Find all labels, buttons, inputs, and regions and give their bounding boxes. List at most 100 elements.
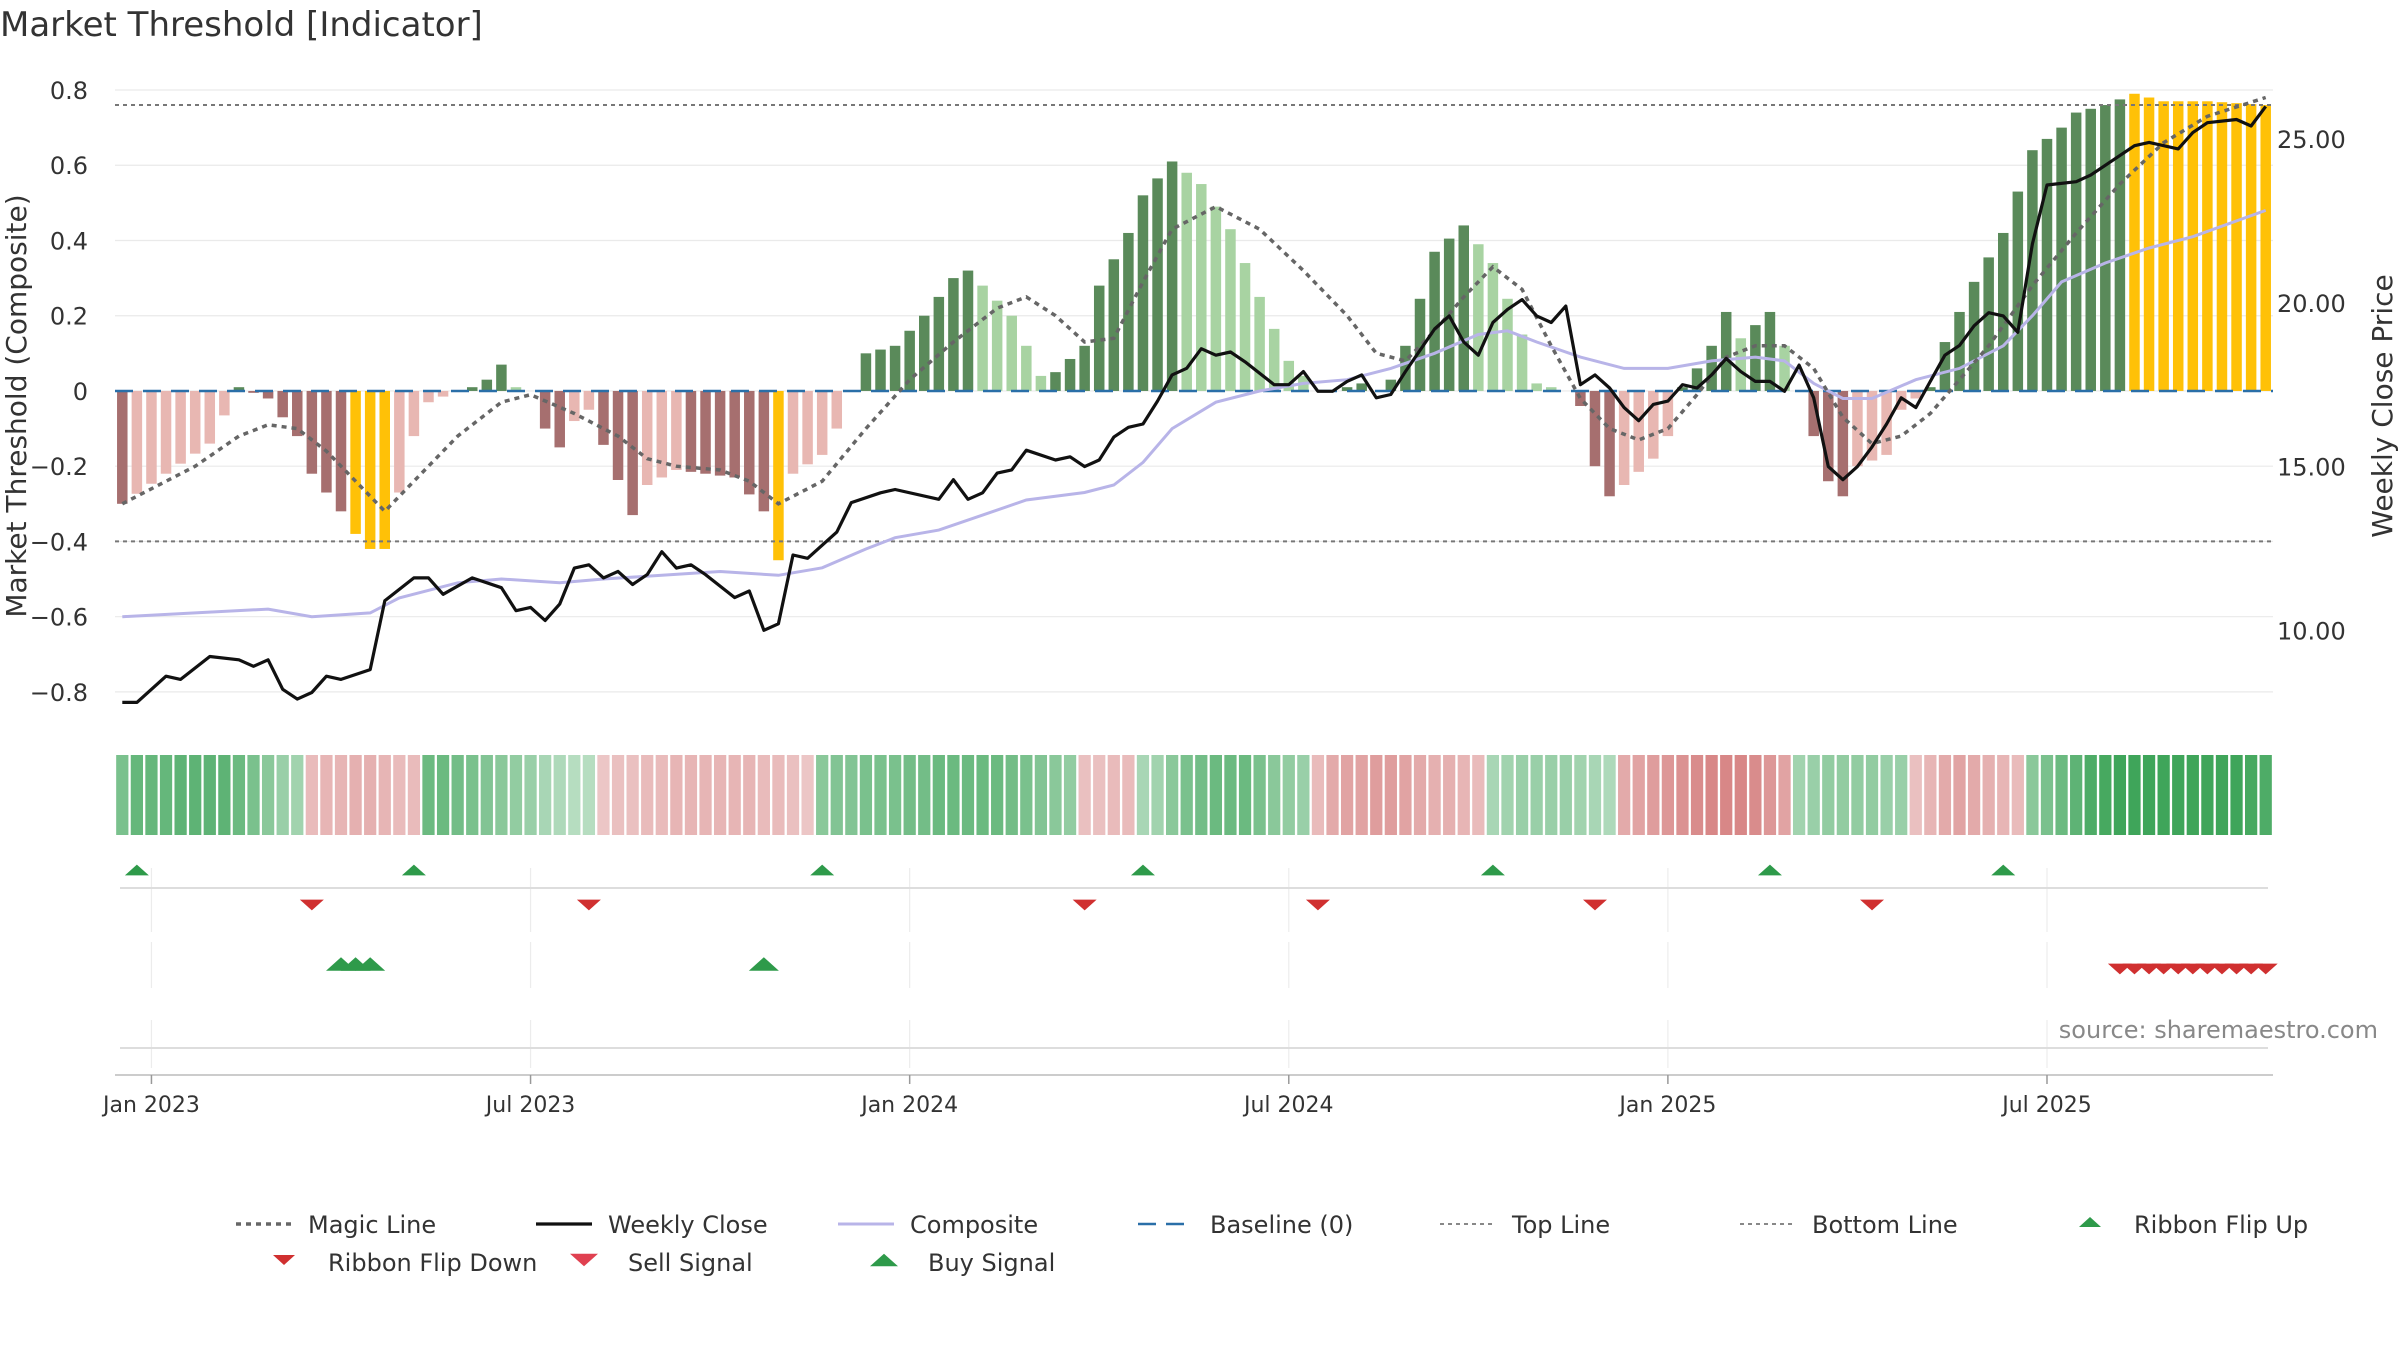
ribbon-cell — [1093, 755, 1106, 835]
threshold-bar — [160, 390, 172, 474]
ribbon-cell — [991, 755, 1004, 835]
ribbon-cell — [1749, 755, 1762, 835]
ribbon-cell — [1078, 755, 1091, 835]
left-tick-label: 0.4 — [50, 227, 88, 255]
legend-label: Ribbon Flip Down — [328, 1249, 537, 1277]
ribbon-cell — [670, 755, 683, 835]
threshold-bar — [1954, 311, 1965, 391]
threshold-bar — [539, 390, 551, 429]
legend: Magic Line Weekly Close Composite Baseline … — [236, 1211, 2308, 1277]
threshold-bar — [802, 390, 813, 465]
threshold-bar — [1035, 375, 1047, 391]
ribbon-cell — [2142, 755, 2156, 835]
threshold-bar — [1356, 383, 1367, 391]
ribbon-cell — [1690, 755, 1704, 835]
threshold-bar — [991, 300, 1003, 391]
ribbon-cell — [947, 755, 960, 835]
ribbon-cell — [2011, 755, 2024, 835]
ribbon-cell — [2128, 755, 2141, 835]
ribbon-cell — [888, 755, 902, 835]
legend-label: Weekly Close — [608, 1211, 768, 1239]
ribbon-cell — [961, 755, 975, 835]
right-axis: 25.00 20.00 15.00 10.00 Weekly Close Price — [2277, 126, 2399, 645]
threshold-bars — [117, 93, 2271, 561]
threshold-bar — [1866, 390, 1878, 461]
ribbon-cell — [422, 755, 435, 835]
legend-swatch-marker — [870, 1253, 898, 1267]
ribbon-cell — [2055, 755, 2068, 835]
ribbon-cell — [2201, 755, 2214, 835]
ribbon-cell — [1399, 755, 1412, 835]
threshold-bar — [685, 390, 697, 472]
ribbon-cell — [174, 755, 187, 835]
ribbon-cell — [1515, 755, 1529, 835]
threshold-bar — [1079, 345, 1090, 391]
threshold-bar — [1925, 387, 1936, 391]
ribbon-cell — [1457, 755, 1470, 835]
threshold-bar — [816, 390, 828, 455]
ribbon-cell — [1997, 755, 2010, 835]
left-tick-label: −0.8 — [30, 679, 88, 707]
legend-item: Ribbon Flip Down — [273, 1249, 537, 1277]
threshold-bar — [773, 390, 784, 561]
threshold-bar — [1458, 225, 1469, 391]
ribbon-cell — [743, 755, 756, 835]
ribbon-cell — [1049, 755, 1062, 835]
threshold-bar — [1633, 390, 1644, 472]
ribbon-cell — [1180, 755, 1193, 835]
threshold-bar — [1239, 263, 1251, 391]
threshold-bar — [189, 390, 201, 454]
ribbon-cell — [801, 755, 814, 835]
left-tick-label: 0.6 — [50, 152, 88, 180]
threshold-bar — [1385, 379, 1397, 391]
legend-item: Bottom Line — [1740, 1211, 1958, 1239]
threshold-bar — [758, 390, 770, 512]
threshold-bar — [277, 390, 288, 418]
ribbon-cell — [2215, 755, 2229, 835]
ribbon-cell — [539, 755, 552, 835]
threshold-bar — [2114, 99, 2126, 391]
threshold-bar — [2172, 101, 2184, 391]
threshold-bar — [1021, 345, 1032, 391]
ribbon-cell — [845, 755, 858, 835]
right-axis-label: Weekly Close Price — [2366, 274, 2399, 537]
ribbon-cell — [1238, 755, 1252, 835]
threshold-bar — [2027, 150, 2038, 391]
threshold-bar — [1968, 281, 1980, 391]
ribbon-cell — [1632, 755, 1645, 835]
left-tick-label: −0.4 — [30, 528, 88, 556]
ribbon-cell — [1851, 755, 1864, 835]
ribbon-cell — [1224, 755, 1237, 835]
threshold-bar — [146, 390, 157, 484]
ribbon-cell — [247, 755, 260, 835]
ribbon-cell — [1370, 755, 1383, 835]
threshold-bar — [1531, 383, 1542, 391]
threshold-bar — [204, 390, 216, 444]
ribbon-cell — [1384, 755, 1397, 835]
threshold-bar — [2070, 112, 2082, 391]
threshold-bar — [233, 387, 245, 391]
ribbon-cell — [1603, 755, 1616, 835]
ribbon-cell — [509, 755, 523, 835]
ribbon-cell — [757, 755, 770, 835]
legend-label: Sell Signal — [628, 1249, 753, 1277]
threshold-bar — [1487, 263, 1499, 391]
ribbon-cell — [2040, 755, 2054, 835]
ribbon-cell — [334, 755, 348, 835]
threshold-bar — [1006, 315, 1017, 391]
ribbon-cell — [786, 755, 800, 835]
ribbon-cell — [2245, 755, 2258, 835]
threshold-bar — [1735, 338, 1747, 391]
legend-item: Magic Line — [236, 1211, 436, 1239]
ribbon-cell — [1763, 755, 1777, 835]
ribbon-cell — [2259, 755, 2272, 835]
left-tick-label: −0.2 — [30, 453, 88, 481]
left-tick-label: 0.8 — [50, 77, 88, 105]
ribbon-cell — [597, 755, 610, 835]
threshold-bar — [262, 390, 274, 399]
threshold-bar — [394, 390, 405, 493]
ribbon-cell — [1909, 755, 1922, 835]
threshold-bar — [1545, 387, 1557, 391]
